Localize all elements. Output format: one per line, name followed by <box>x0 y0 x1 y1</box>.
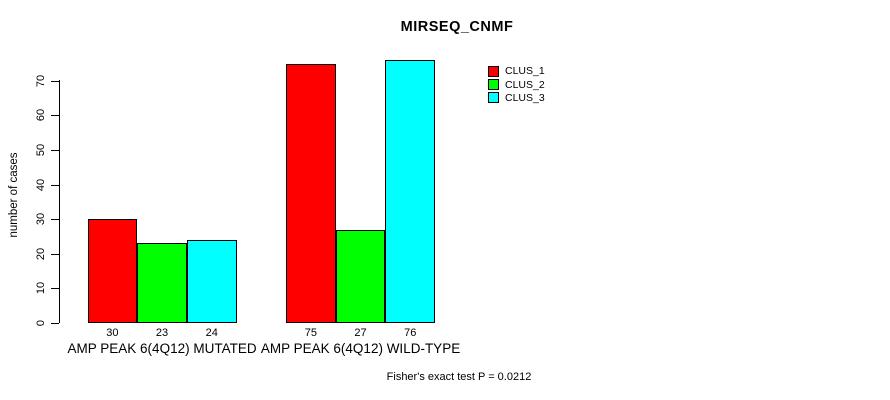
legend-item-clus_2: CLUS_2 <box>488 78 545 91</box>
y-tick-mark <box>51 150 59 151</box>
legend-label: CLUS_1 <box>505 65 545 78</box>
y-tick-label: 20 <box>35 247 47 260</box>
bar-value-label: 23 <box>155 327 169 339</box>
y-tick-mark <box>51 80 59 82</box>
y-axis-label: number of cases <box>8 152 20 238</box>
y-tick-mark <box>51 323 59 324</box>
footnote-text: Fisher's exact test P = 0.0212 <box>386 371 532 383</box>
group-label: AMP PEAK 6(4Q12) MUTATED <box>67 341 257 356</box>
y-tick-label: 70 <box>35 74 47 87</box>
y-tick-label: 50 <box>35 143 47 157</box>
y-tick-mark <box>51 288 59 290</box>
y-tick-label: 0 <box>35 319 47 327</box>
bar-clus_2-group2 <box>335 229 386 323</box>
bar-clus_1-group1 <box>87 219 138 323</box>
bar-clus_3-group1 <box>186 239 237 323</box>
legend-label: CLUS_2 <box>505 78 545 91</box>
legend-label: CLUS_3 <box>505 91 545 104</box>
legend-item-clus_1: CLUS_1 <box>488 65 545 78</box>
chart-title: MIRSEQ_CNMF <box>400 19 514 35</box>
y-tick-label: 60 <box>35 109 47 122</box>
y-tick-label: 30 <box>35 213 47 226</box>
y-tick-mark <box>51 219 59 221</box>
bar-value-label: 24 <box>205 327 218 339</box>
group-label: AMP PEAK 6(4Q12) WILD-TYPE <box>260 341 461 356</box>
y-axis-line <box>59 80 60 323</box>
legend-item-clus_3: CLUS_3 <box>488 91 545 104</box>
bar-value-label: 75 <box>304 327 317 339</box>
y-tick-label: 40 <box>35 178 47 191</box>
bar-clus_1-group2 <box>286 63 336 323</box>
legend-swatch-clus_3 <box>488 92 499 104</box>
bar-clus_3-group2 <box>385 60 436 323</box>
bar-clus_2-group1 <box>137 243 187 323</box>
y-tick-mark <box>51 184 59 186</box>
bar-value-label: 27 <box>354 327 367 339</box>
y-tick-label: 10 <box>35 282 47 295</box>
bar-value-label: 76 <box>404 327 417 339</box>
legend-swatch-clus_2 <box>488 79 499 91</box>
y-tick-mark <box>51 115 59 117</box>
legend-swatch-clus_1 <box>488 65 499 77</box>
bar-value-label: 30 <box>106 327 119 339</box>
y-tick-mark <box>51 253 59 255</box>
